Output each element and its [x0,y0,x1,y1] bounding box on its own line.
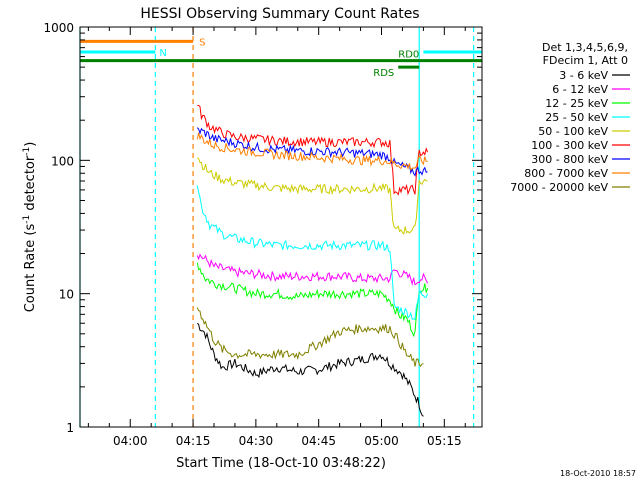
y-axis-label-mid: detector [23,155,38,215]
y-tick-label-0: 1 [66,421,74,435]
axes: 04:00 04:15 04:30 04:45 05:00 05:15 1 10 100 1000 [43,21,482,448]
timestamp: 18-Oct-2010 18:57 [560,469,636,478]
plot-area: S N RD0 RDS [79,27,482,427]
legend-header-line-2: FDecim 1, Att 0 [543,54,628,67]
series-line-6 [196,127,428,177]
chart-title: HESSI Observing Summary Count Rates [140,6,419,22]
series-line-3 [196,185,429,320]
y-tick-label-1: 10 [59,288,74,302]
y-axis-label-main: Count Rate (s [23,224,38,313]
y-tick-label-3: 1000 [43,21,74,35]
legend-label-7: 800 - 7000 keV [524,167,608,180]
legend-label-2: 12 - 25 keV [545,97,608,110]
y-axis-label: Count Rate (s-1 detector-1) [22,142,38,313]
series-line-7 [196,132,428,171]
series-line-0 [196,322,424,417]
legend-label-1: 6 - 12 keV [552,83,608,96]
series-line-1 [196,253,429,286]
series-line-4 [197,157,428,235]
y-tick-label-2: 100 [51,154,74,168]
legend-label-8: 7000 - 20000 keV [510,181,608,194]
y-axis-label-sup2: -1 [22,147,32,156]
series-line-2 [196,262,429,338]
legend-label-0: 3 - 6 keV [559,69,608,82]
status-bar-label-rds: RDS [373,68,394,79]
status-bar-label-n: N [159,48,166,59]
plot-frame [79,26,483,428]
y-axis-label-end: ) [23,142,38,147]
legend-label-4: 50 - 100 keV [538,125,608,138]
series-line-5 [197,104,429,196]
legend-label-6: 300 - 800 keV [531,153,608,166]
x-tick-label-5: 05:15 [427,434,462,448]
legend-label-5: 100 - 300 keV [531,139,608,152]
legend-label-3: 25 - 50 keV [545,111,608,124]
x-tick-label-1: 04:15 [176,434,211,448]
x-tick-label-0: 04:00 [113,434,148,448]
x-tick-label-2: 04:30 [239,434,274,448]
x-axis-label: Start Time (18-Oct-10 03:48:22) [176,456,386,471]
y-axis-label-sup1: -1 [22,215,32,224]
legend-header-line-1: Det 1,3,4,5,6,9, [542,41,628,54]
series-line-8 [196,307,424,368]
status-bar-label-rd0: RD0 [398,50,419,61]
x-tick-label-4: 05:00 [364,434,399,448]
status-bar-label-s: S [199,37,205,48]
x-tick-label-3: 04:45 [301,434,336,448]
